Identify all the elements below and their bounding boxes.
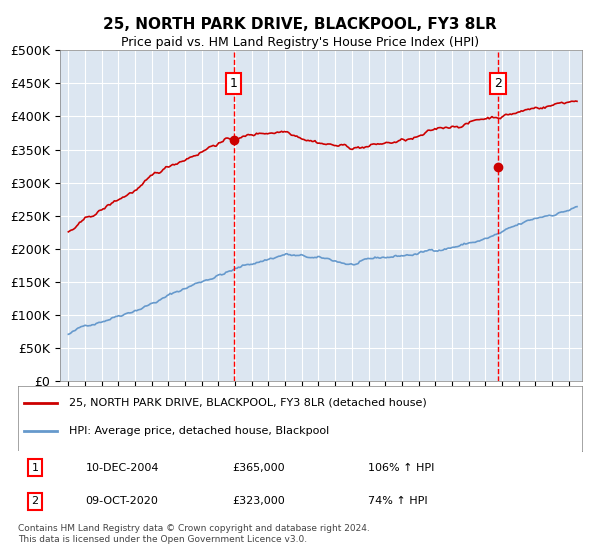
Text: 25, NORTH PARK DRIVE, BLACKPOOL, FY3 8LR (detached house): 25, NORTH PARK DRIVE, BLACKPOOL, FY3 8LR… xyxy=(69,398,427,408)
Text: 25, NORTH PARK DRIVE, BLACKPOOL, FY3 8LR: 25, NORTH PARK DRIVE, BLACKPOOL, FY3 8LR xyxy=(103,17,497,32)
Text: 1: 1 xyxy=(230,77,238,90)
Text: 10-DEC-2004: 10-DEC-2004 xyxy=(86,463,159,473)
Text: Contains HM Land Registry data © Crown copyright and database right 2024.: Contains HM Land Registry data © Crown c… xyxy=(18,524,370,533)
Text: This data is licensed under the Open Government Licence v3.0.: This data is licensed under the Open Gov… xyxy=(18,535,307,544)
Text: 09-OCT-2020: 09-OCT-2020 xyxy=(86,496,158,506)
Text: 74% ↑ HPI: 74% ↑ HPI xyxy=(368,496,427,506)
Text: 1: 1 xyxy=(31,463,38,473)
Text: 2: 2 xyxy=(31,496,38,506)
Text: HPI: Average price, detached house, Blackpool: HPI: Average price, detached house, Blac… xyxy=(69,427,329,436)
Text: £365,000: £365,000 xyxy=(232,463,285,473)
Text: 2: 2 xyxy=(494,77,502,90)
Text: £323,000: £323,000 xyxy=(232,496,285,506)
Text: 106% ↑ HPI: 106% ↑ HPI xyxy=(368,463,434,473)
Text: Price paid vs. HM Land Registry's House Price Index (HPI): Price paid vs. HM Land Registry's House … xyxy=(121,36,479,49)
